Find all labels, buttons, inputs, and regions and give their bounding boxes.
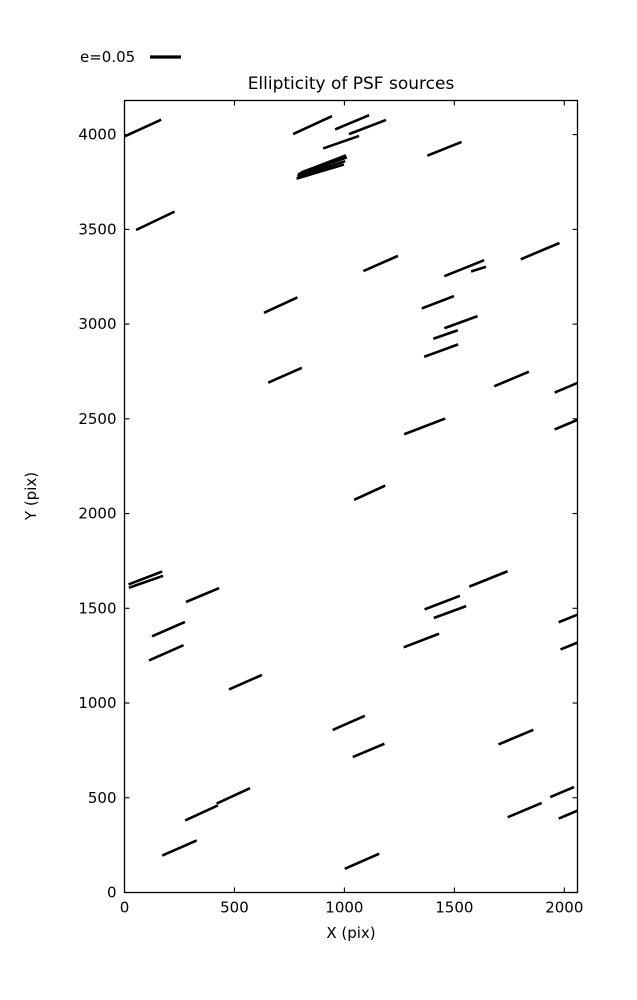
x-axis-ticks: 0 500 1000 1500 2000 — [120, 100, 583, 917]
whisker-segment — [344, 852, 380, 870]
whisker-segment — [470, 265, 487, 273]
whisker-segment — [228, 673, 263, 691]
y-tick-label: 1000 — [78, 694, 116, 712]
legend: e=0.05 — [80, 48, 181, 66]
whisker-segment — [300, 154, 347, 174]
whisker-segment — [549, 785, 575, 799]
whisker-segment — [216, 787, 251, 805]
whisker-segment — [128, 570, 163, 586]
whisker-segment — [432, 329, 459, 340]
whisker-segment — [148, 644, 185, 662]
whisker-segment — [424, 594, 461, 611]
whisker-segment — [520, 241, 560, 261]
whisker-segment — [334, 113, 370, 131]
x-tick-label: 0 — [120, 899, 130, 917]
whisker-segment — [332, 714, 366, 732]
whisker-segment — [507, 801, 543, 819]
whisker-segment — [296, 159, 346, 178]
whisker-segment — [443, 258, 485, 278]
whisker-segment — [267, 366, 303, 384]
whisker-segment — [493, 370, 530, 388]
y-tick-label: 3000 — [78, 315, 116, 333]
whisker-segment — [296, 163, 345, 180]
whisker-segment — [151, 620, 186, 638]
whisker-segment — [554, 418, 577, 431]
whisker-segment — [128, 574, 164, 589]
plot-border — [123, 99, 579, 894]
whisker-segment — [263, 296, 298, 314]
whisker-segment — [185, 586, 220, 604]
y-tick-label: 1500 — [78, 599, 116, 617]
whisker-segment — [353, 484, 386, 502]
x-tick-label: 1000 — [325, 899, 363, 917]
whisker-segment — [352, 742, 385, 759]
whisker-segment — [184, 804, 219, 822]
whisker-segment — [498, 728, 534, 746]
whisker-segment — [403, 632, 440, 649]
whisker-segment — [443, 314, 478, 330]
whisker-segment — [468, 570, 509, 588]
whisker-segment — [558, 809, 577, 820]
y-tick-label: 3500 — [78, 220, 116, 238]
whisker-segment — [421, 294, 455, 310]
whisker-segment — [125, 118, 162, 138]
y-axis-ticks: 0 500 1000 1500 2000 2500 3000 3500 4000 — [78, 126, 578, 902]
y-tick-label: 4000 — [78, 126, 116, 144]
whisker-segment — [426, 140, 463, 157]
whisker-segment — [292, 115, 333, 136]
y-tick-label: 500 — [88, 789, 117, 807]
y-tick-label: 0 — [107, 884, 117, 902]
x-axis-label: X (pix) — [326, 924, 375, 942]
y-tick-label: 2500 — [78, 410, 116, 428]
whisker-segment — [161, 839, 198, 857]
whisker-series — [125, 113, 577, 870]
chart-title: Ellipticity of PSF sources — [248, 74, 455, 94]
x-tick-label: 1500 — [435, 899, 473, 917]
legend-label: e=0.05 — [80, 48, 135, 66]
whisker-segment — [423, 343, 459, 359]
whisker-segment — [558, 613, 577, 624]
whisker-segment — [433, 604, 467, 620]
whisker-segment — [135, 210, 176, 232]
x-tick-label: 2000 — [545, 899, 583, 917]
y-axis-label: Y (pix) — [22, 472, 40, 521]
whisker-segment — [322, 134, 360, 150]
axes-frame — [123, 99, 579, 894]
whisker-segment — [554, 381, 577, 394]
x-tick-label: 500 — [220, 899, 249, 917]
whisker-segment — [348, 118, 387, 136]
whisker-segment — [362, 254, 399, 273]
whisker-segment — [560, 641, 577, 651]
y-tick-label: 2000 — [78, 505, 116, 523]
whisker-segment — [403, 417, 446, 436]
